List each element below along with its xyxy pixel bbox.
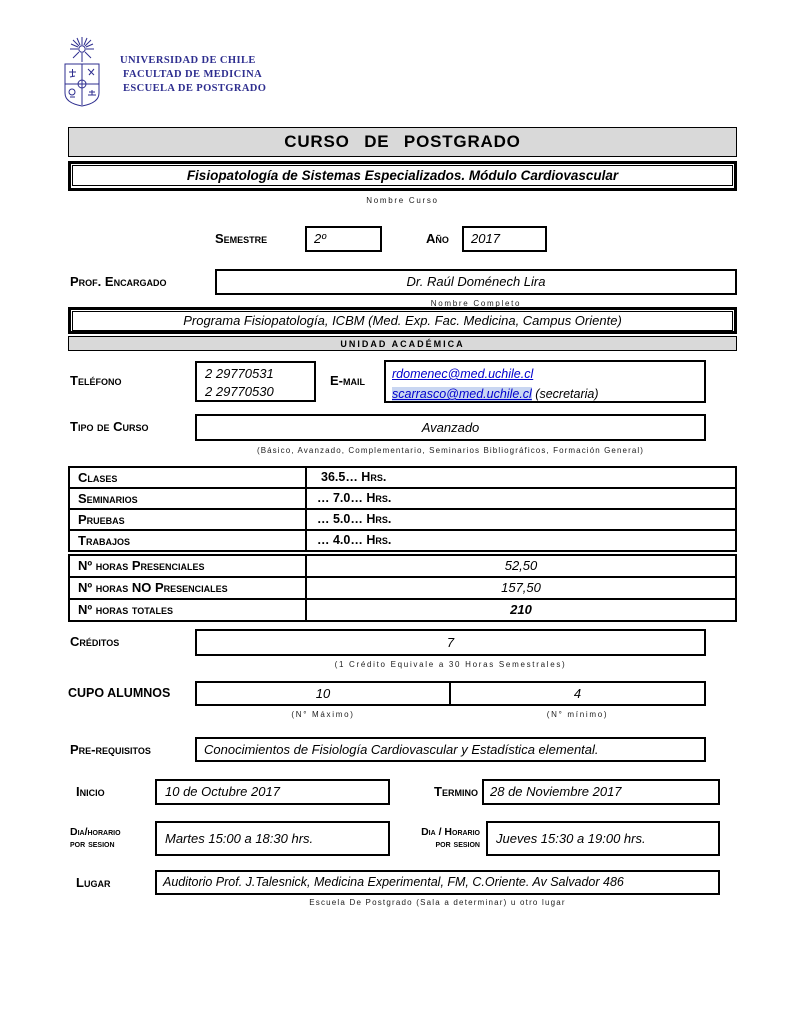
quota-label: CUPO ALUMNOS xyxy=(68,686,171,700)
hours-row-label: Seminarios xyxy=(70,489,307,508)
hours-row-label: Pruebas xyxy=(70,510,307,529)
professor-label: Prof. Encargado xyxy=(70,274,167,289)
professor-caption: Nombre Completo xyxy=(430,299,522,308)
totals-row-label: Nº horas Presenciales xyxy=(70,556,307,576)
school-name: ESCUELA DE POSTGRADO xyxy=(123,83,267,94)
table-row: Nº horas NO Presenciales 157,50 xyxy=(70,576,735,598)
end-date-field: 28 de Noviembre 2017 xyxy=(482,779,720,805)
letterhead-text: UNIVERSIDAD DE CHILE FACULTAD DE MEDICIN… xyxy=(120,54,266,96)
quota-min-field: 4 xyxy=(449,681,706,706)
table-row: Clases 36.5… Hrs. xyxy=(70,468,735,487)
totals-row-label: Nº horas totales xyxy=(70,600,307,620)
hours-row-value: 36.5… Hrs. xyxy=(321,470,387,484)
hours-table: Clases 36.5… Hrs. Seminarios … 7.0… Hrs.… xyxy=(68,466,737,552)
hours-row-label: Clases xyxy=(70,468,307,487)
year-field: 2017 xyxy=(462,226,547,252)
table-row: Pruebas … 5.0… Hrs. xyxy=(70,508,735,529)
faculty-name: FACULTAD DE MEDICINA xyxy=(123,69,263,80)
course-type-field: Avanzado xyxy=(195,414,706,441)
academic-unit: Programa Fisiopatología, ICBM (Med. Exp.… xyxy=(72,311,733,331)
credits-caption: (1 Crédito Equivale a 30 Horas Semestral… xyxy=(334,660,567,669)
email-note: (secretaria) xyxy=(531,387,599,401)
prerequisites-label: Pre-requisitos xyxy=(70,742,151,757)
quota-max-caption: (N° Máximo) xyxy=(291,710,355,719)
totals-row-value: 52,50 xyxy=(504,558,538,573)
email-link-1[interactable]: rdomenec@med.uchile.cl xyxy=(392,367,534,381)
table-row: Nº horas totales 210 xyxy=(70,598,735,620)
course-name-caption: Nombre Curso xyxy=(366,196,439,205)
start-date-field: 10 de Octubre 2017 xyxy=(155,779,390,805)
credits-field: 7 xyxy=(195,629,706,656)
totals-row-value: 157,50 xyxy=(501,580,541,595)
session2-label: Dia / Horario por sesion xyxy=(421,826,480,850)
start-label: Inicio xyxy=(76,784,105,799)
course-name: Fisiopatología de Sistemas Especializado… xyxy=(72,165,733,186)
semester-field: 2º xyxy=(305,226,382,252)
end-label: Termino xyxy=(434,784,478,799)
year-label: Año xyxy=(426,231,449,246)
session1-field: Martes 15:00 a 18:30 hrs. xyxy=(155,821,390,856)
totals-row-value: 210 xyxy=(510,602,532,617)
uchile-logo xyxy=(57,36,107,113)
credits-label: Créditos xyxy=(70,634,120,649)
place-caption: Escuela De Postgrado (Sala a determinar)… xyxy=(309,898,566,907)
prerequisites-field: Conocimientos de Fisiología Cardiovascul… xyxy=(195,737,706,762)
form-title: CURSO DE POSTGRADO xyxy=(68,127,737,157)
course-type-caption: (Básico, Avanzado, Complementario, Semin… xyxy=(256,446,645,455)
quota-min-caption: (N° mínimo) xyxy=(546,710,609,719)
hours-row-value: … 4.0… Hrs. xyxy=(317,533,392,547)
phone-number-1: 2 29770531 xyxy=(205,366,274,381)
semester-label: Semestre xyxy=(215,231,268,246)
academic-unit-box: Programa Fisiopatología, ICBM (Med. Exp.… xyxy=(68,307,737,334)
hours-row-value: … 7.0… Hrs. xyxy=(317,491,392,505)
table-row: Seminarios … 7.0… Hrs. xyxy=(70,487,735,508)
hours-row-value: … 5.0… Hrs. xyxy=(317,512,392,526)
phone-label: Teléfono xyxy=(70,373,122,388)
table-row: Trabajos … 4.0… Hrs. xyxy=(70,529,735,550)
session1-label: Dia/horario por sesion xyxy=(70,826,121,850)
place-field: Auditorio Prof. J.Talesnick, Medicina Ex… xyxy=(155,870,720,895)
totals-table: Nº horas Presenciales 52,50 Nº horas NO … xyxy=(68,554,737,622)
email-link-2[interactable]: scarrasco@med.uchile.cl xyxy=(392,387,532,401)
phone-field: 2 29770531 2 29770530 xyxy=(195,361,316,402)
academic-unit-band: UNIDAD ACADÉMICA xyxy=(68,336,737,351)
table-row: Nº horas Presenciales 52,50 xyxy=(70,556,735,576)
session2-field: Jueves 15:30 a 19:00 hrs. xyxy=(486,821,720,856)
quota-max-field: 10 xyxy=(195,681,451,706)
hours-row-label: Trabajos xyxy=(70,531,307,550)
email-label: E-mail xyxy=(330,373,365,388)
place-label: Lugar xyxy=(76,875,111,890)
phone-number-2: 2 29770530 xyxy=(205,384,274,399)
uchile-coat-of-arms-icon xyxy=(64,37,100,107)
course-type-label: Tipo de Curso xyxy=(70,419,149,434)
university-name: UNIVERSIDAD DE CHILE xyxy=(120,55,256,66)
email-field: rdomenec@med.uchile.cl scarrasco@med.uch… xyxy=(384,360,706,403)
totals-row-label: Nº horas NO Presenciales xyxy=(70,578,307,598)
course-name-box: Fisiopatología de Sistemas Especializado… xyxy=(68,161,737,191)
professor-field: Dr. Raúl Doménech Lira xyxy=(215,269,737,295)
